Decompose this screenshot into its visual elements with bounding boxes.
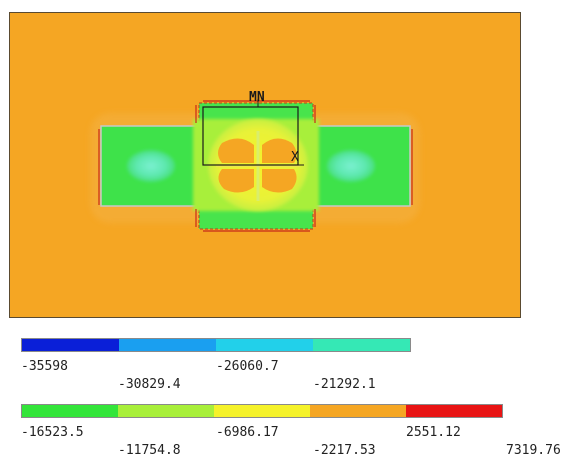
axis-label-top: MN [249,90,265,105]
legend-value: -11754.8 [118,443,181,458]
legend-value: -26060.7 [216,359,279,374]
legend-max-value: 7319.76 [506,443,561,458]
legend-bar-2 [21,404,503,418]
left-pocket [127,150,175,182]
legend-value: -2217.53 [313,443,376,458]
contour-field [90,99,420,232]
legend-swatch [22,405,118,417]
center-block-region [193,102,319,230]
legend-swatch [216,339,313,351]
quad-top-left [218,138,254,163]
axis-label-right: X [291,150,299,165]
legend-value: -16523.5 [21,425,84,440]
legend-swatch [118,405,214,417]
contour-plot: MN X [9,12,521,318]
legend-swatch [119,339,216,351]
legend-value: -21292.1 [313,377,376,392]
legend-bar-1 [21,338,411,352]
quad-top-right [262,138,297,163]
legend-swatch [310,405,406,417]
legend-swatch [214,405,310,417]
right-pocket [327,150,375,182]
legend-value: 2551.12 [406,425,461,440]
legend-value: -35598 [21,359,68,374]
quad-bottom-left [218,169,254,193]
left-arm-region [100,125,202,207]
quad-bottom-right [262,169,297,193]
legend-value: -30829.4 [118,377,181,392]
legend-value: -6986.17 [216,425,279,440]
legend-swatch [22,339,119,351]
coordinate-system [202,99,304,166]
right-arm-region [312,125,411,207]
legend-swatch [313,339,410,351]
boundary-markers [98,100,413,232]
legend-swatch [406,405,502,417]
